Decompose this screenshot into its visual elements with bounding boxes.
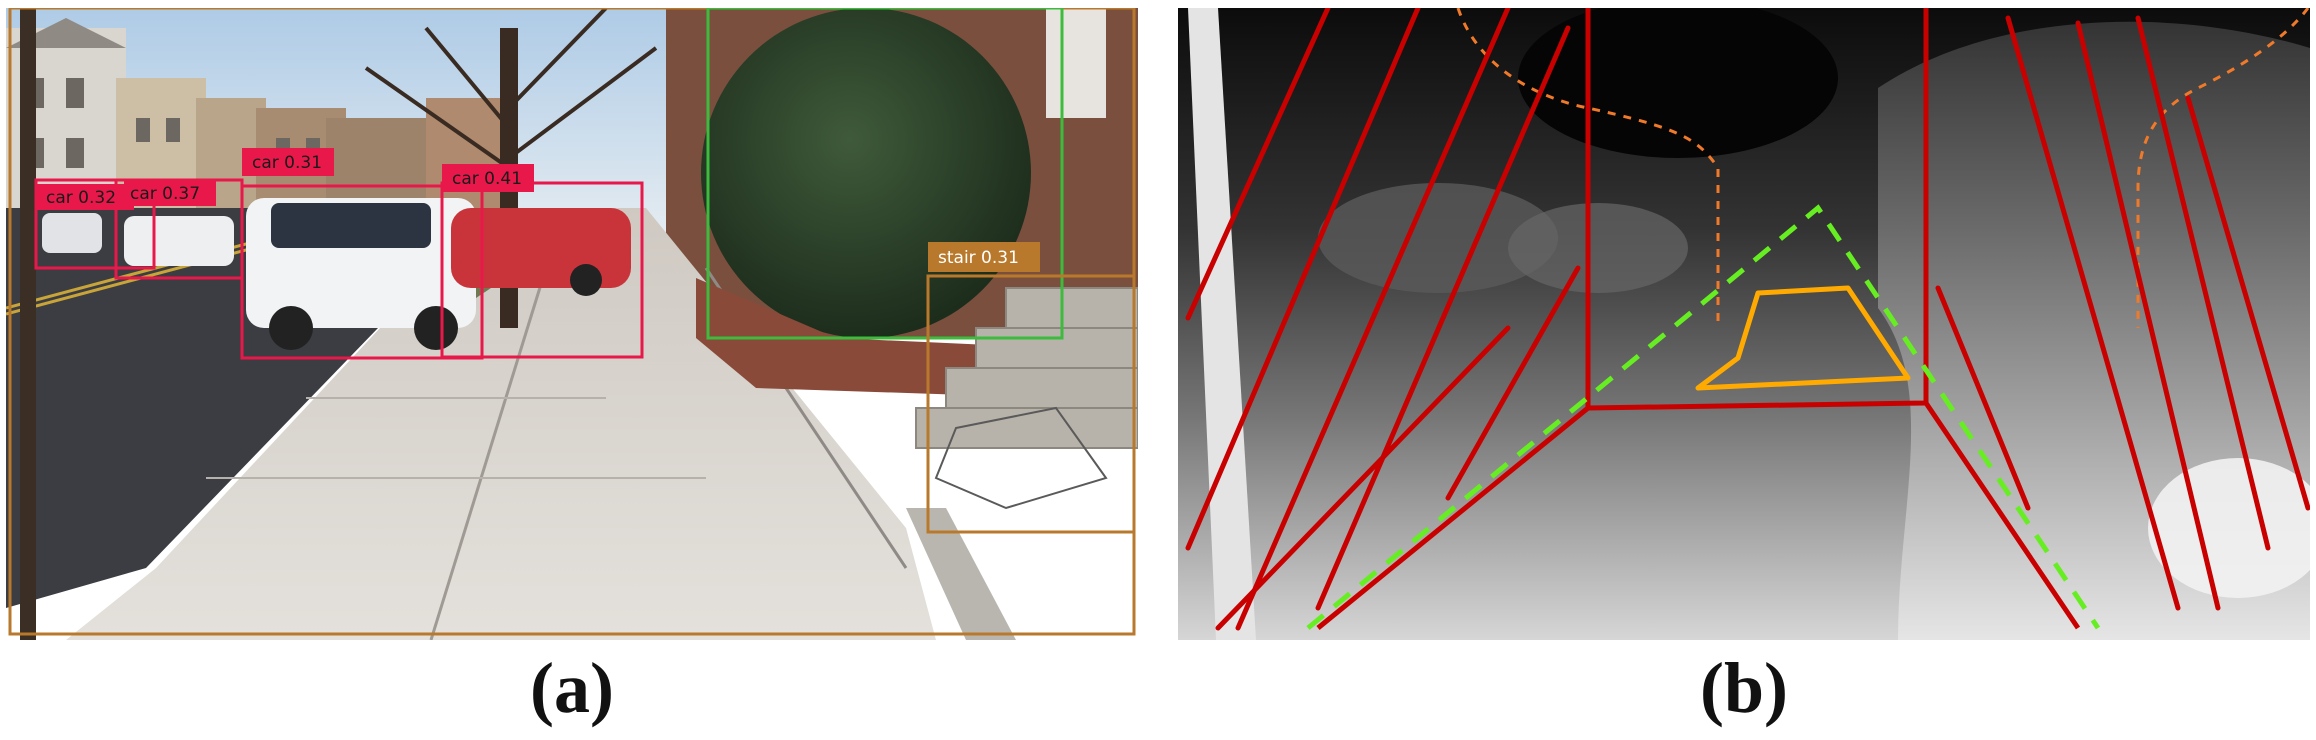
svg-text:car 0.31: car 0.31 [252, 153, 322, 173]
depth-map-visualization [1178, 8, 2310, 640]
svg-text:car 0.41: car 0.41 [452, 169, 522, 189]
street-scene-canvas: car 0.32 car 0.37 car 0.31 car 0.41 stai… [6, 8, 1138, 640]
pole [20, 8, 36, 640]
corridor-outline [1316, 8, 2081, 630]
street-scene-photo: car 0.32 car 0.37 car 0.31 car 0.41 stai… [6, 8, 1138, 640]
detection-label-car-2: car 0.37 [124, 180, 216, 206]
caption-a: (a) [530, 648, 614, 728]
wall-lines [1185, 8, 2310, 631]
detection-label-stair: stair 0.31 [928, 242, 1040, 272]
bush [701, 8, 1031, 338]
svg-text:stair 0.31: stair 0.31 [938, 248, 1019, 268]
detection-label-car-4: car 0.41 [442, 164, 534, 192]
stairs [915, 287, 1138, 449]
parked-cars [42, 198, 631, 350]
garden-cage [934, 406, 1108, 510]
car-box-1 [34, 178, 156, 270]
vegetation-box [706, 8, 1064, 340]
svg-text:car 0.37: car 0.37 [130, 184, 200, 204]
depth-map-canvas [1178, 8, 2310, 640]
car-box-3 [240, 184, 484, 360]
target-region [1695, 285, 1911, 391]
svg-text:car 0.32: car 0.32 [46, 188, 116, 208]
walkable-path [1306, 204, 2101, 630]
pole-depth [1188, 8, 1256, 640]
detection-label-car-1: car 0.32 [36, 184, 134, 210]
curb [906, 508, 1016, 640]
detection-label-car-3: car 0.31 [242, 148, 334, 176]
caption-b: (b) [1700, 648, 1788, 728]
stair-box [926, 274, 1136, 534]
car-box-4 [440, 181, 644, 359]
